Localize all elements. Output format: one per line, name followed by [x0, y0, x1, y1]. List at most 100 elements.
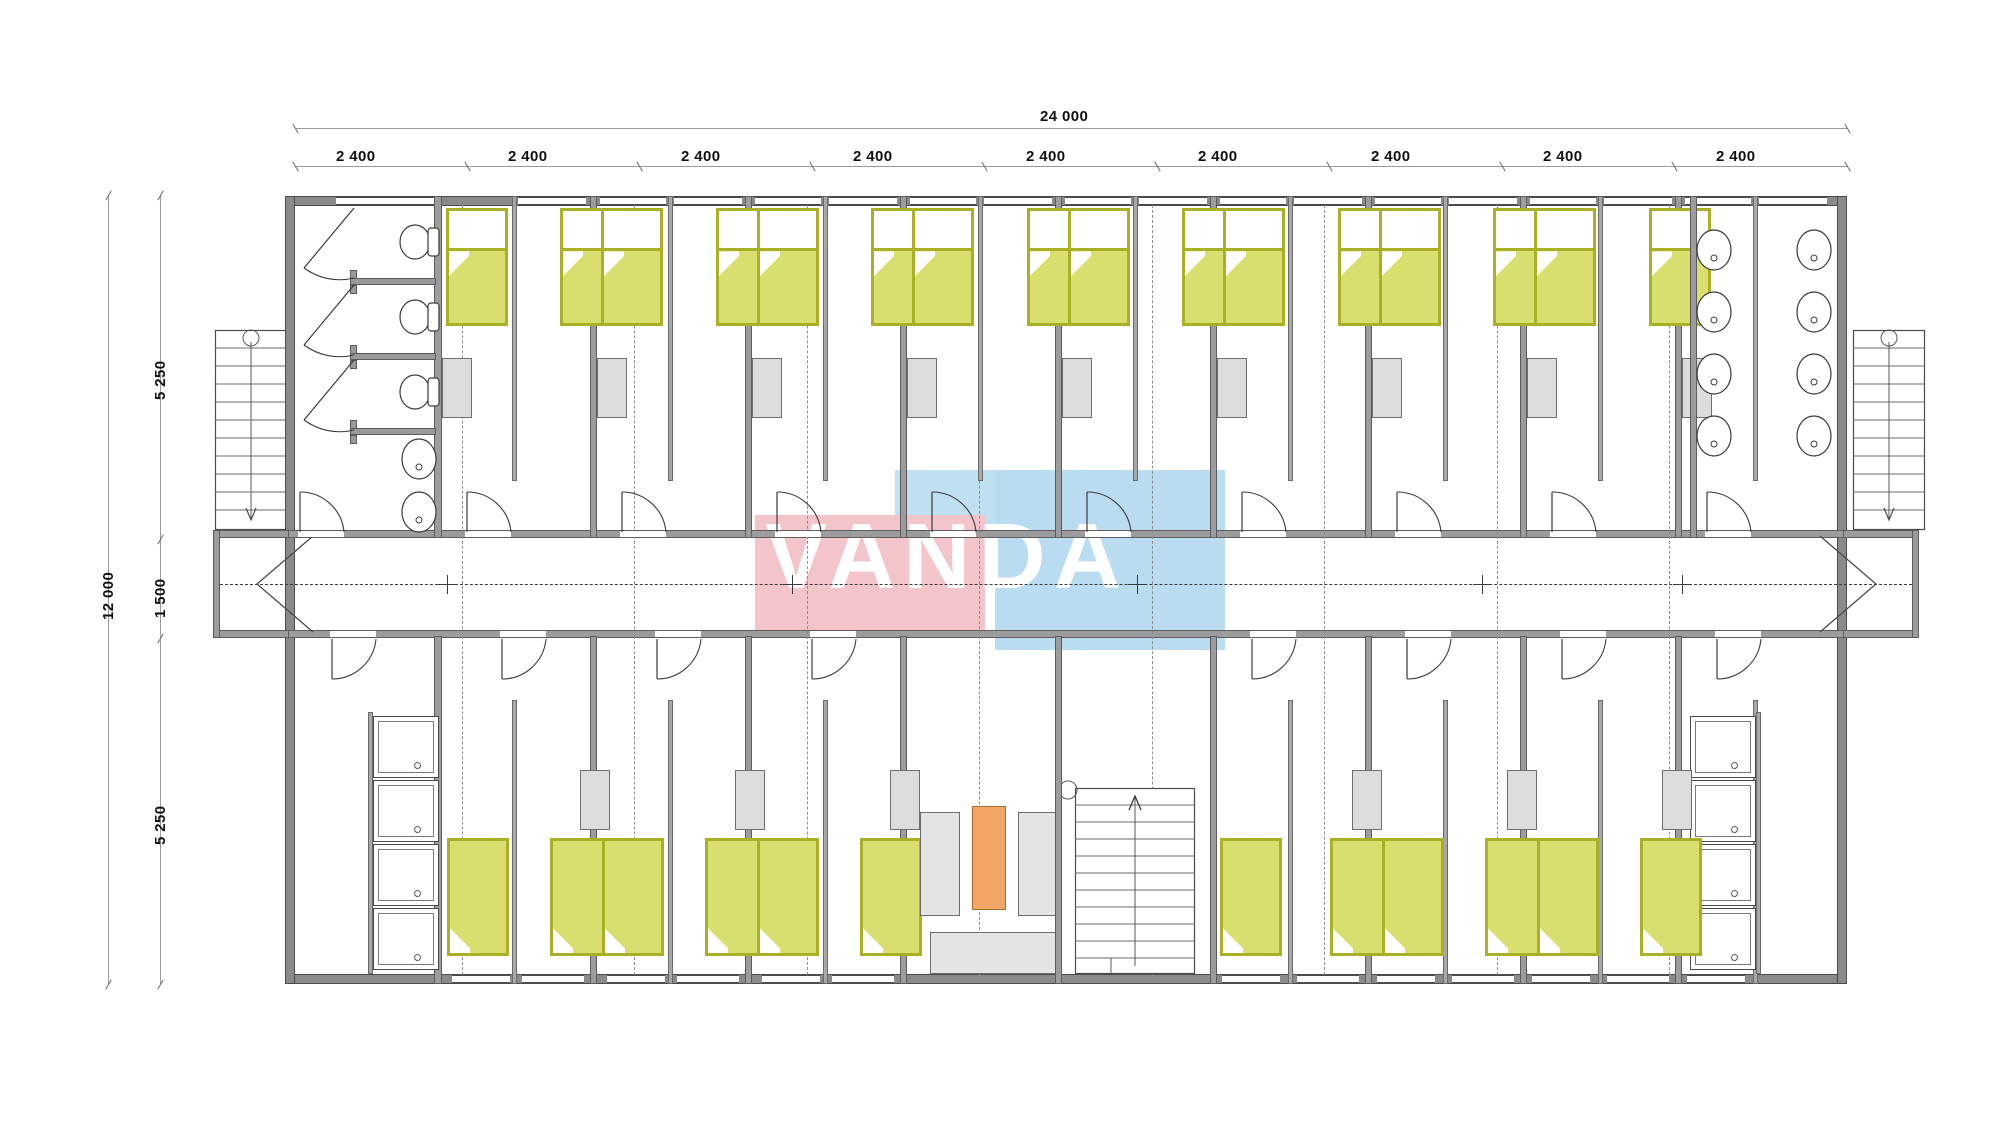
grid-axis — [807, 200, 808, 980]
corridor-door-swing — [1560, 637, 1608, 683]
bed — [1534, 208, 1596, 326]
blanket-fold — [874, 251, 895, 276]
bedroom-sub-partition — [1598, 196, 1603, 481]
corridor-door-opening — [1405, 631, 1451, 637]
bay-label-1: 2 400 — [336, 148, 376, 165]
north-window — [1139, 197, 1207, 205]
bay-label-3: 2 400 — [681, 148, 721, 165]
corridor-west-closure — [213, 530, 220, 638]
washbasin-fixture — [1695, 290, 1733, 334]
bedroom-partition — [900, 196, 907, 538]
shower-tray-inner — [378, 785, 434, 837]
south-sub-partition — [512, 700, 517, 984]
corridor-door-opening — [1550, 531, 1596, 537]
corridor-centreline — [220, 584, 1912, 585]
overall-width-label: 24 000 — [1040, 108, 1089, 125]
wardrobe — [1062, 358, 1092, 418]
east-exterior-wall — [1837, 196, 1847, 984]
wardrobe — [907, 358, 937, 418]
wc-fixture — [398, 218, 440, 266]
watermark-text: VANDA — [765, 504, 1129, 608]
shower-tray-inner — [378, 913, 434, 965]
bay-label-9: 2 400 — [1716, 148, 1756, 165]
grid-axis — [979, 200, 980, 980]
bedroom-sub-partition — [823, 196, 828, 481]
blanket-fold — [760, 251, 781, 276]
blanket-fold — [1496, 251, 1517, 276]
corridor-door-swing — [330, 637, 378, 683]
blanket-fold — [1341, 251, 1362, 276]
pillow — [449, 211, 505, 252]
blanket-fold — [1652, 251, 1673, 276]
wc-stall-partition — [350, 428, 436, 435]
centreline-cross — [1128, 575, 1147, 594]
grid-axis — [1152, 200, 1153, 980]
bed — [1220, 838, 1282, 956]
south-sub-partition — [668, 700, 673, 984]
south-window — [1297, 975, 1359, 983]
bedroom-partition — [1365, 196, 1372, 538]
wc-door-swing — [296, 206, 358, 284]
corridor-door-opening — [810, 631, 856, 637]
washbasin-fixture — [400, 490, 438, 534]
north-window — [1685, 197, 1751, 205]
bed — [860, 838, 922, 956]
north-window — [336, 197, 434, 205]
blanket-fold — [450, 928, 471, 953]
corridor-door-swing — [810, 637, 858, 683]
grid-axis — [1497, 200, 1498, 980]
corridor-door-swing — [1240, 488, 1288, 534]
shower-tray-inner — [1695, 849, 1751, 901]
bedroom-partition — [590, 196, 597, 538]
corridor-door-swing — [298, 488, 346, 534]
bedroom-sub-partition — [512, 196, 517, 481]
bedroom-partition — [1675, 196, 1682, 538]
shower-drain — [1731, 826, 1738, 833]
south-window — [1222, 975, 1280, 983]
wardrobe — [1527, 358, 1557, 418]
south-window — [1607, 975, 1669, 983]
corridor-door-opening — [1715, 631, 1761, 637]
bedroom-partition — [1520, 196, 1527, 538]
blanket-fold — [1226, 251, 1247, 276]
shower-room-divider — [368, 712, 373, 974]
south-window — [1532, 975, 1590, 983]
blanket-fold — [553, 928, 574, 953]
coffee-table — [972, 806, 1006, 910]
blanket-fold — [719, 251, 740, 276]
corridor-door-opening — [330, 631, 376, 637]
corridor-door-opening — [775, 531, 821, 537]
centreline-cross — [1473, 575, 1492, 594]
north-window — [600, 197, 666, 205]
dim-tick — [105, 979, 112, 990]
washbasin-fixture — [1795, 290, 1833, 334]
shower-drain — [1731, 954, 1738, 961]
dim-tick — [157, 979, 164, 990]
shower-drain — [414, 826, 421, 833]
wc-stall-partition — [350, 278, 436, 285]
north-window — [910, 197, 976, 205]
corridor-door-swing — [775, 488, 823, 534]
bed — [1640, 838, 1702, 956]
south-window — [832, 975, 894, 983]
corridor-door-opening — [1395, 531, 1441, 537]
bay-label-6: 2 400 — [1198, 148, 1238, 165]
bed — [1382, 838, 1444, 956]
corridor-door-swing — [655, 637, 703, 683]
shower-tray — [1690, 780, 1756, 842]
bedroom-partition — [745, 196, 752, 538]
bedroom-sub-partition — [1133, 196, 1138, 481]
shower-tray-inner — [1695, 721, 1751, 773]
centreline-cross — [783, 575, 802, 594]
bay-label-2: 2 400 — [508, 148, 548, 165]
wardrobe — [890, 770, 920, 830]
wc-door-swing — [296, 283, 358, 361]
sofa — [930, 932, 1056, 974]
blanket-fold — [1382, 251, 1403, 276]
shower-drain — [414, 890, 421, 897]
south-window — [1687, 975, 1745, 983]
shower-room-divider — [1756, 712, 1761, 974]
shower-tray-inner — [378, 721, 434, 773]
bed — [912, 208, 974, 326]
